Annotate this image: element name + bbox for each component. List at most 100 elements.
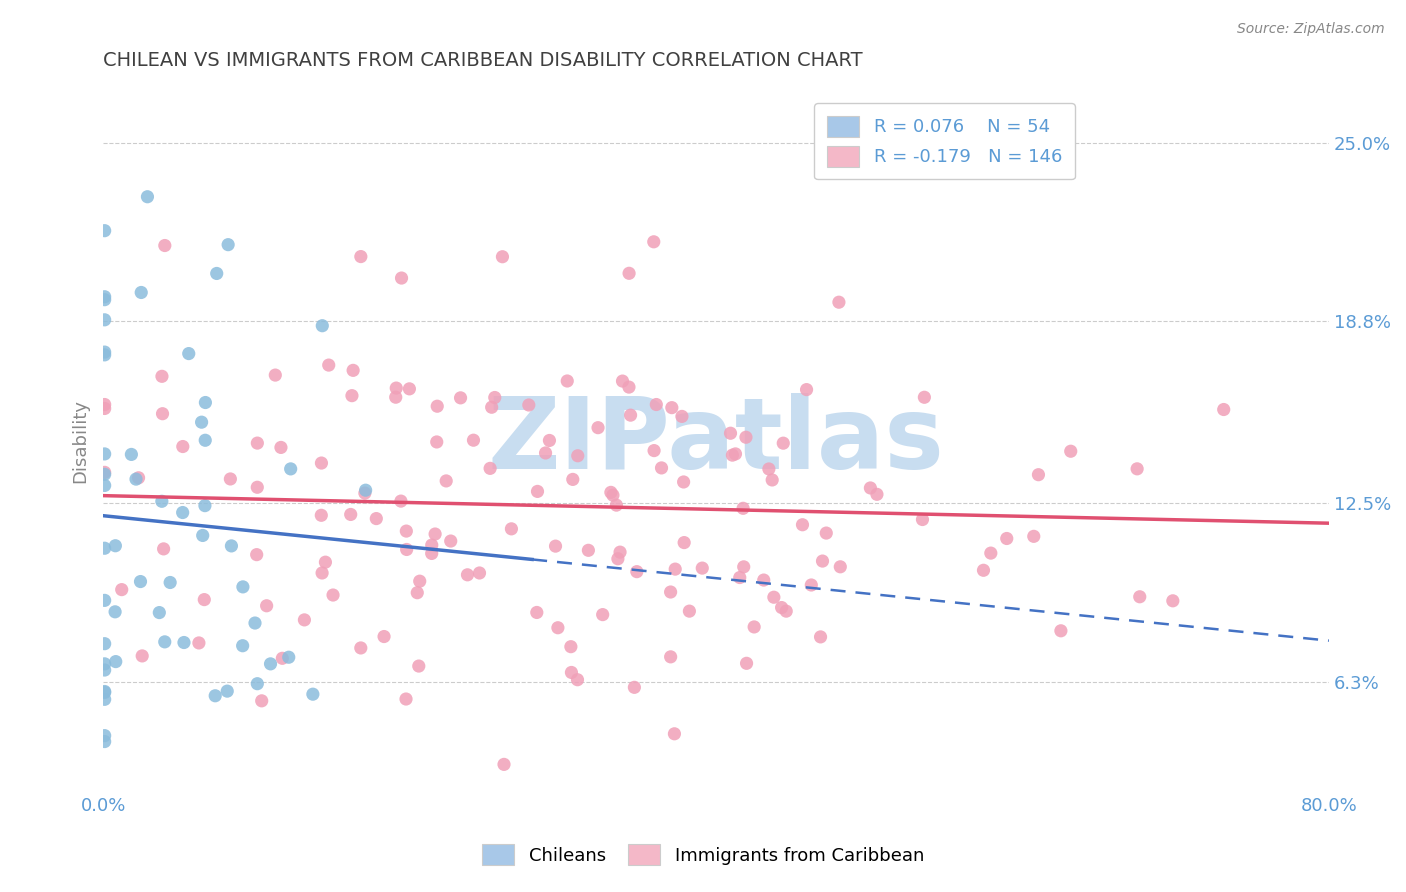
- Point: [205, 267, 228, 281]
- Point: [280, 462, 302, 476]
- Point: [250, 694, 273, 708]
- Point: [643, 443, 665, 458]
- Point: [104, 539, 127, 553]
- Point: [104, 605, 127, 619]
- Point: [770, 600, 793, 615]
- Point: [659, 649, 682, 664]
- Point: [311, 566, 333, 580]
- Point: [811, 554, 834, 568]
- Point: [1028, 467, 1050, 482]
- Point: [792, 517, 814, 532]
- Point: [246, 676, 269, 690]
- Point: [479, 461, 502, 475]
- Point: [194, 434, 217, 448]
- Legend: Chileans, Immigrants from Caribbean: Chileans, Immigrants from Caribbean: [475, 837, 931, 872]
- Point: [173, 635, 195, 649]
- Point: [172, 440, 194, 454]
- Point: [131, 648, 153, 663]
- Point: [426, 399, 449, 413]
- Point: [810, 630, 832, 644]
- Point: [204, 689, 226, 703]
- Point: [491, 250, 513, 264]
- Point: [150, 369, 173, 384]
- Point: [342, 363, 364, 377]
- Point: [194, 499, 217, 513]
- Point: [752, 573, 775, 587]
- Point: [659, 585, 682, 599]
- Point: [190, 415, 212, 429]
- Point: [93, 692, 115, 706]
- Point: [217, 684, 239, 698]
- Point: [314, 555, 336, 569]
- Point: [576, 543, 599, 558]
- Point: [761, 473, 783, 487]
- Point: [492, 757, 515, 772]
- Point: [311, 456, 333, 470]
- Point: [340, 389, 363, 403]
- Point: [796, 383, 818, 397]
- Point: [264, 368, 287, 383]
- Point: [219, 472, 242, 486]
- Point: [366, 511, 388, 525]
- Point: [440, 534, 463, 549]
- Point: [93, 348, 115, 362]
- Point: [354, 486, 377, 500]
- Point: [547, 621, 569, 635]
- Point: [152, 407, 174, 421]
- Point: [93, 684, 115, 698]
- Point: [645, 398, 668, 412]
- Point: [434, 474, 457, 488]
- Point: [311, 508, 333, 523]
- Point: [1161, 594, 1184, 608]
- Point: [420, 546, 443, 560]
- Point: [758, 462, 780, 476]
- Point: [866, 487, 889, 501]
- Point: [93, 293, 115, 307]
- Point: [456, 567, 478, 582]
- Point: [395, 542, 418, 557]
- Point: [129, 285, 152, 300]
- Point: [678, 604, 700, 618]
- Point: [720, 426, 742, 441]
- Point: [605, 498, 627, 512]
- Point: [354, 483, 377, 498]
- Point: [221, 539, 243, 553]
- Point: [617, 380, 640, 394]
- Point: [526, 606, 548, 620]
- Point: [93, 657, 115, 671]
- Point: [517, 398, 540, 412]
- Point: [93, 729, 115, 743]
- Point: [150, 494, 173, 508]
- Point: [339, 508, 361, 522]
- Point: [148, 606, 170, 620]
- Text: CHILEAN VS IMMIGRANTS FROM CARIBBEAN DISABILITY CORRELATION CHART: CHILEAN VS IMMIGRANTS FROM CARIBBEAN DIS…: [103, 51, 863, 70]
- Point: [599, 485, 621, 500]
- Point: [972, 563, 994, 577]
- Point: [733, 559, 755, 574]
- Point: [484, 391, 506, 405]
- Point: [544, 539, 567, 553]
- Text: Source: ZipAtlas.com: Source: ZipAtlas.com: [1237, 22, 1385, 37]
- Point: [398, 382, 420, 396]
- Point: [318, 358, 340, 372]
- Point: [995, 532, 1018, 546]
- Point: [859, 481, 882, 495]
- Point: [93, 345, 115, 359]
- Point: [93, 593, 115, 607]
- Point: [93, 313, 115, 327]
- Point: [395, 524, 418, 538]
- Point: [762, 591, 785, 605]
- Point: [93, 637, 115, 651]
- Point: [824, 134, 846, 148]
- Point: [800, 578, 823, 592]
- Point: [350, 250, 373, 264]
- Point: [93, 467, 115, 482]
- Point: [728, 570, 751, 584]
- Point: [815, 526, 838, 541]
- Point: [302, 687, 325, 701]
- Point: [93, 541, 115, 556]
- Legend: R = 0.076    N = 54, R = -0.179   N = 146: R = 0.076 N = 54, R = -0.179 N = 146: [814, 103, 1074, 179]
- Point: [256, 599, 278, 613]
- Point: [311, 318, 333, 333]
- Point: [271, 651, 294, 665]
